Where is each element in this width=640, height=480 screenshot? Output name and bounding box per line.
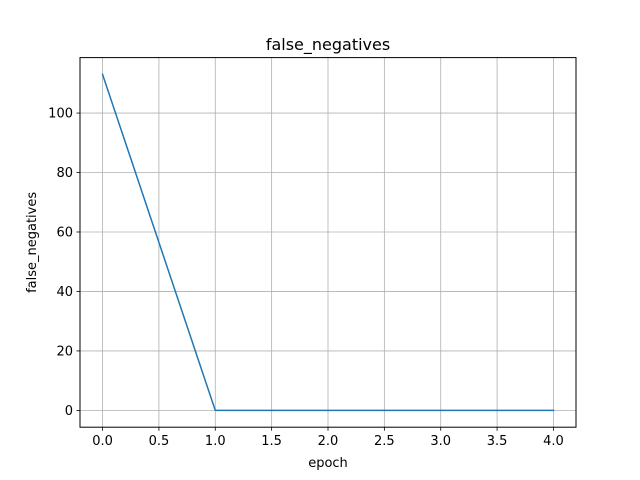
chart-title: false_negatives <box>266 35 390 55</box>
grid <box>80 57 576 428</box>
x-axis-label: epoch <box>308 456 348 471</box>
x-tick-label: 4.0 <box>543 434 564 449</box>
y-tick-label: 20 <box>56 344 73 359</box>
x-axis: 0.0 0.5 1.0 1.5 2.0 2.5 3.0 3.5 4.0 <box>92 427 564 449</box>
y-tick-label: 100 <box>48 107 73 122</box>
y-tick-label: 40 <box>56 285 73 300</box>
x-tick-label: 3.5 <box>487 434 508 449</box>
series-layer <box>101 73 555 412</box>
x-tick-label: 1.5 <box>261 434 282 449</box>
x-tick-label: 3.0 <box>430 434 451 449</box>
y-axis: 0 20 40 60 80 100 <box>48 107 80 419</box>
y-tick-label: 60 <box>56 225 73 240</box>
x-tick-label: 2.5 <box>374 434 395 449</box>
x-tick-label: 0.0 <box>92 434 113 449</box>
series-line <box>101 73 555 412</box>
y-tick-label: 0 <box>65 404 73 419</box>
y-tick-label: 80 <box>56 166 73 181</box>
x-tick-label: 2.0 <box>318 434 339 449</box>
y-axis-label: false_negatives <box>25 192 40 293</box>
x-tick-label: 0.5 <box>149 434 170 449</box>
x-tick-label: 1.0 <box>205 434 226 449</box>
